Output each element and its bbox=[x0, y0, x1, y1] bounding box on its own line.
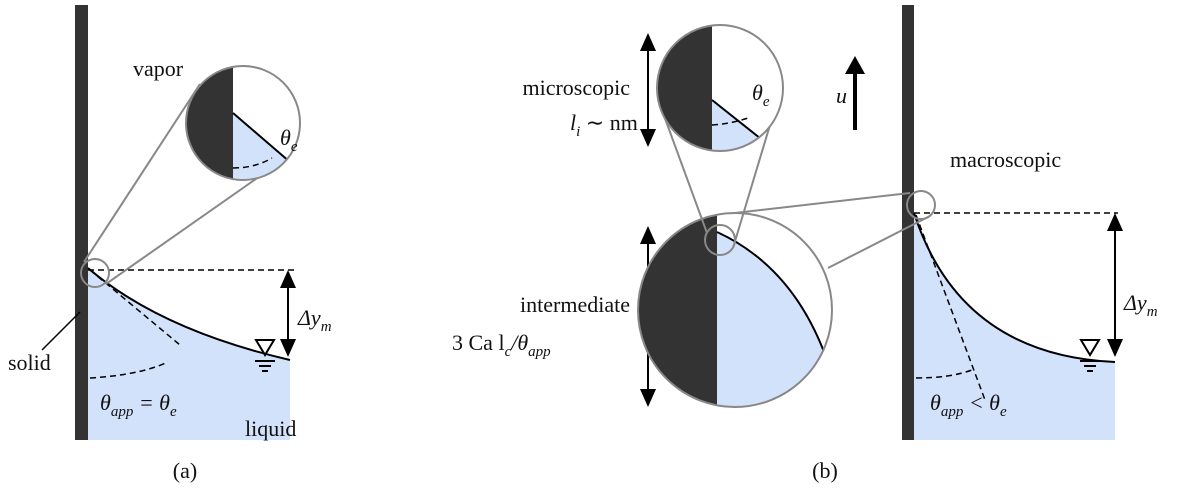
vapor-label: vapor bbox=[133, 56, 184, 81]
operator: < θ bbox=[963, 390, 1000, 415]
subscript: m bbox=[321, 319, 332, 335]
subscript: e bbox=[291, 139, 298, 155]
rhs-sub: e bbox=[1000, 404, 1007, 420]
lhs-sub: app bbox=[111, 404, 134, 420]
intermediate-scale: 3 Ca lc/θapp bbox=[452, 330, 551, 360]
intermediate-label: intermediate bbox=[520, 292, 630, 317]
figure: vapor solid liquid θe θapp = θe Δym (a) … bbox=[0, 0, 1195, 501]
solid-label: solid bbox=[8, 350, 51, 375]
zoom-line bbox=[735, 193, 910, 213]
rest: ∼ nm bbox=[580, 110, 638, 135]
scale: 3 Ca l bbox=[452, 330, 505, 355]
wall bbox=[902, 5, 914, 440]
macro-label: macroscopic bbox=[950, 147, 1061, 172]
lhs-sub: app bbox=[941, 404, 964, 420]
velocity-label: u bbox=[836, 83, 847, 108]
lhs: θ bbox=[930, 390, 941, 415]
zoom-line bbox=[84, 84, 200, 262]
solid-leader bbox=[42, 312, 80, 350]
lhs: θ bbox=[100, 390, 111, 415]
height-label: Δym bbox=[297, 305, 332, 335]
caption: (a) bbox=[173, 458, 197, 483]
micro-scale: li ∼ nm bbox=[570, 110, 638, 140]
operator: = θ bbox=[133, 390, 170, 415]
symbol: Δy bbox=[1123, 290, 1147, 315]
wall bbox=[630, 205, 717, 415]
symbol: Δy bbox=[297, 305, 321, 330]
micro-label: microscopic bbox=[522, 75, 630, 100]
subscript: e bbox=[763, 94, 770, 110]
caption: (b) bbox=[812, 458, 838, 483]
wall bbox=[655, 22, 712, 152]
subscript: m bbox=[1147, 304, 1158, 320]
symbol: θ bbox=[280, 125, 291, 150]
wall bbox=[75, 5, 88, 440]
subscript: app bbox=[528, 344, 551, 360]
rhs-sub: e bbox=[170, 404, 177, 420]
liquid-label: liquid bbox=[245, 416, 296, 441]
symbol: θ bbox=[752, 80, 763, 105]
rest: /θ bbox=[509, 330, 528, 355]
height-label: Δym bbox=[1123, 290, 1158, 320]
